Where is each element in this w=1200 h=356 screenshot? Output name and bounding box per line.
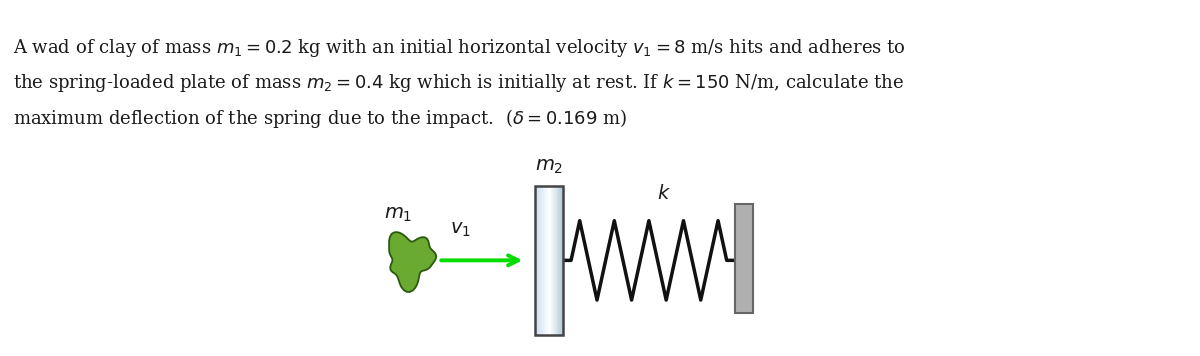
Bar: [535, 186, 563, 335]
Text: A wad of clay of mass $m_1 = 0.2$ kg with an initial horizontal velocity $v_1 = : A wad of clay of mass $m_1 = 0.2$ kg wit…: [13, 37, 906, 59]
Text: the spring-loaded plate of mass $m_2 = 0.4$ kg which is initially at rest. If $k: the spring-loaded plate of mass $m_2 = 0…: [13, 72, 905, 94]
Text: $v_1$: $v_1$: [450, 220, 470, 239]
Text: $m_2$: $m_2$: [535, 158, 563, 176]
Text: $k$: $k$: [656, 184, 671, 203]
Polygon shape: [389, 232, 437, 292]
Text: $m_1$: $m_1$: [384, 205, 413, 224]
Text: maximum deflection of the spring due to the impact.  ($\delta = 0.169$ m): maximum deflection of the spring due to …: [13, 106, 628, 130]
Bar: [734, 204, 752, 313]
